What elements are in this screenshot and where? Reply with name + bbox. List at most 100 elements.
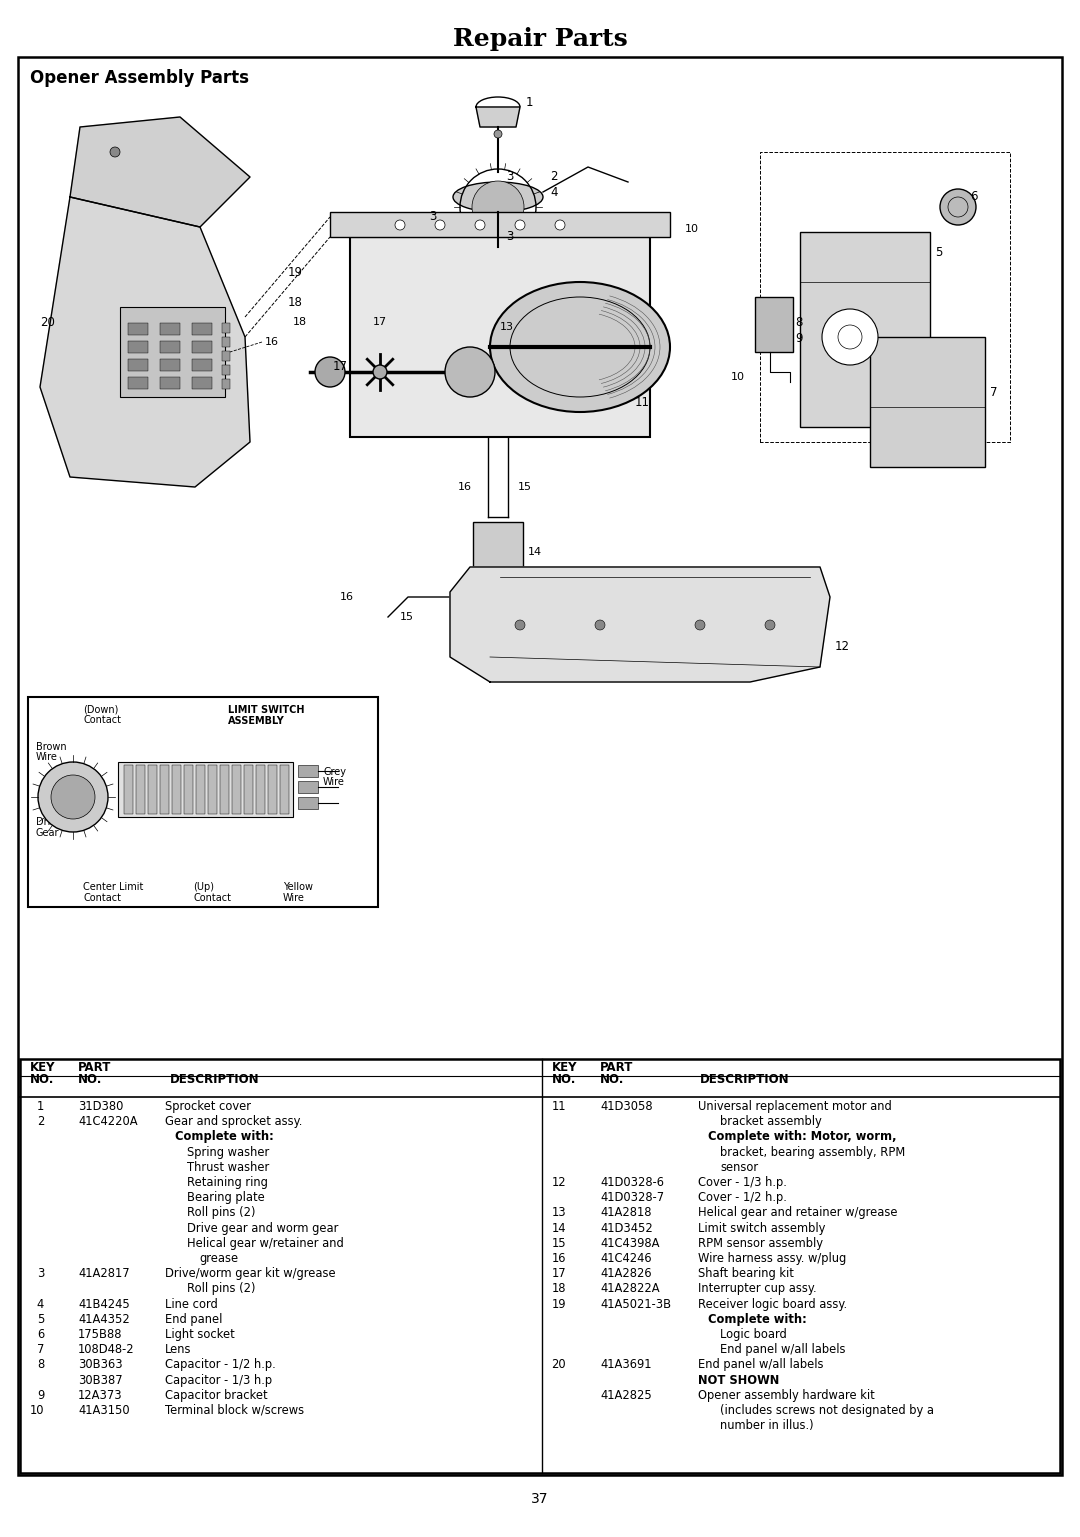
- Text: Logic board: Logic board: [720, 1328, 786, 1340]
- Bar: [28, 696, 378, 907]
- Circle shape: [765, 619, 775, 630]
- Text: 1: 1: [526, 95, 534, 109]
- Text: 20: 20: [552, 1359, 566, 1371]
- Text: 15: 15: [552, 1237, 566, 1250]
- Bar: [172, 765, 181, 815]
- Bar: [129, 377, 148, 389]
- Text: Roll pins (2): Roll pins (2): [187, 1207, 256, 1219]
- Text: bracket assembly: bracket assembly: [720, 1116, 822, 1128]
- Bar: [755, 297, 793, 352]
- Text: Gear and sprocket assy.: Gear and sprocket assy.: [165, 1116, 302, 1128]
- Bar: [473, 523, 523, 567]
- Text: 10: 10: [731, 372, 745, 383]
- Text: 108D48-2: 108D48-2: [78, 1343, 135, 1356]
- Text: 3: 3: [430, 211, 436, 223]
- Text: 31D380: 31D380: [78, 1100, 123, 1113]
- Text: Wire: Wire: [323, 778, 345, 787]
- Text: KEY: KEY: [30, 1061, 55, 1074]
- Text: 41A4352: 41A4352: [78, 1313, 130, 1326]
- Bar: [222, 337, 230, 347]
- Bar: [298, 798, 318, 808]
- Text: 7: 7: [37, 1343, 44, 1356]
- Text: 41D3058: 41D3058: [600, 1100, 652, 1113]
- Text: Yellow: Yellow: [283, 882, 313, 891]
- Text: End panel: End panel: [165, 1313, 222, 1326]
- Text: Wire harness assy. w/plug: Wire harness assy. w/plug: [698, 1253, 847, 1265]
- Text: Sprocket cover: Sprocket cover: [165, 1100, 251, 1113]
- Text: 18: 18: [293, 317, 307, 327]
- Text: 10: 10: [685, 224, 699, 234]
- Text: 41A2825: 41A2825: [600, 1389, 651, 1402]
- Bar: [148, 765, 157, 815]
- Text: 13: 13: [552, 1207, 566, 1219]
- Text: 41A3691: 41A3691: [600, 1359, 651, 1371]
- Text: 16: 16: [458, 483, 472, 492]
- Text: 41D0328-6: 41D0328-6: [600, 1176, 664, 1190]
- Text: Capacitor - 1/3 h.p: Capacitor - 1/3 h.p: [165, 1374, 272, 1386]
- Text: Receiver logic board assy.: Receiver logic board assy.: [698, 1297, 847, 1311]
- Text: Opener assembly hardware kit: Opener assembly hardware kit: [698, 1389, 875, 1402]
- Bar: [192, 360, 212, 370]
- Text: 41A2826: 41A2826: [600, 1266, 651, 1280]
- Text: LIMIT SWITCH: LIMIT SWITCH: [228, 705, 305, 715]
- Text: Contact: Contact: [83, 893, 121, 904]
- Bar: [124, 765, 133, 815]
- Text: 12A373: 12A373: [78, 1389, 123, 1402]
- Text: Brown: Brown: [36, 742, 67, 752]
- Bar: [256, 765, 265, 815]
- Bar: [298, 781, 318, 793]
- Bar: [192, 377, 212, 389]
- Bar: [298, 765, 318, 778]
- Text: 9: 9: [795, 332, 802, 346]
- Bar: [280, 765, 289, 815]
- Bar: [268, 765, 276, 815]
- Bar: [136, 765, 145, 815]
- Text: Wire: Wire: [36, 752, 58, 762]
- Text: Drive/worm gear kit w/grease: Drive/worm gear kit w/grease: [165, 1266, 336, 1280]
- Text: End panel w/all labels: End panel w/all labels: [698, 1359, 824, 1371]
- Text: NO.: NO.: [30, 1073, 54, 1087]
- Bar: [870, 337, 985, 467]
- Circle shape: [515, 619, 525, 630]
- Text: 37: 37: [531, 1492, 549, 1506]
- Text: Spring washer: Spring washer: [187, 1145, 269, 1159]
- Bar: [244, 765, 253, 815]
- Bar: [222, 380, 230, 389]
- Circle shape: [494, 131, 502, 138]
- Bar: [232, 765, 241, 815]
- Text: NO.: NO.: [600, 1073, 624, 1087]
- Circle shape: [110, 148, 120, 157]
- Text: Opener Assembly Parts: Opener Assembly Parts: [30, 69, 249, 88]
- Text: 41B4245: 41B4245: [78, 1297, 130, 1311]
- Bar: [160, 360, 180, 370]
- Bar: [184, 765, 193, 815]
- Ellipse shape: [453, 181, 543, 212]
- Text: 3: 3: [507, 171, 513, 183]
- Text: 30B363: 30B363: [78, 1359, 123, 1371]
- Circle shape: [373, 364, 387, 380]
- Text: PART: PART: [78, 1061, 111, 1074]
- Circle shape: [475, 220, 485, 231]
- Text: 3: 3: [507, 231, 513, 243]
- Text: Retaining ring: Retaining ring: [187, 1176, 268, 1190]
- Text: 10: 10: [29, 1403, 44, 1417]
- Text: (Down): (Down): [83, 705, 119, 715]
- Ellipse shape: [490, 281, 670, 412]
- Text: Wire: Wire: [283, 893, 305, 904]
- Text: Drive gear and worm gear: Drive gear and worm gear: [187, 1222, 338, 1234]
- Text: 9: 9: [37, 1389, 44, 1402]
- Bar: [195, 765, 205, 815]
- Bar: [160, 765, 168, 815]
- Text: Complete with:: Complete with:: [708, 1313, 807, 1326]
- Text: 5: 5: [37, 1313, 44, 1326]
- Bar: [330, 212, 670, 237]
- Bar: [222, 350, 230, 361]
- Ellipse shape: [315, 357, 345, 387]
- Bar: [160, 323, 180, 335]
- Text: 17: 17: [373, 317, 387, 327]
- Text: 41C4220A: 41C4220A: [78, 1116, 137, 1128]
- Text: 6: 6: [37, 1328, 44, 1340]
- Text: 14: 14: [528, 547, 542, 556]
- Text: 41A2818: 41A2818: [600, 1207, 651, 1219]
- Circle shape: [555, 220, 565, 231]
